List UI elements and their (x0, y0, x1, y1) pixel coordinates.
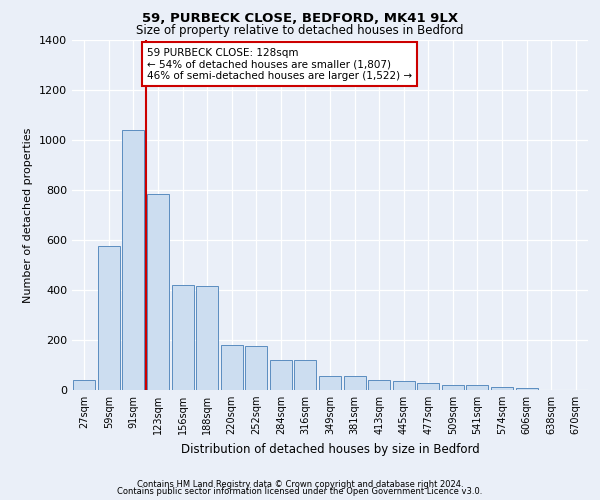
Bar (344, 376, 365, 390)
Bar (221, 345, 243, 390)
Bar (147, 194, 169, 390)
Bar (122, 130, 145, 390)
Bar (98, 246, 120, 390)
Bar (319, 376, 341, 390)
Text: Contains public sector information licensed under the Open Government Licence v3: Contains public sector information licen… (118, 488, 482, 496)
Text: 59, PURBECK CLOSE, BEDFORD, MK41 9LX: 59, PURBECK CLOSE, BEDFORD, MK41 9LX (142, 12, 458, 26)
Bar (270, 360, 292, 390)
Bar (245, 346, 268, 390)
Text: 59 PURBECK CLOSE: 128sqm
← 54% of detached houses are smaller (1,807)
46% of sem: 59 PURBECK CLOSE: 128sqm ← 54% of detach… (147, 48, 412, 80)
Bar (442, 385, 464, 390)
Bar (515, 388, 538, 390)
Text: Contains HM Land Registry data © Crown copyright and database right 2024.: Contains HM Land Registry data © Crown c… (137, 480, 463, 489)
Bar (172, 285, 194, 390)
Y-axis label: Number of detached properties: Number of detached properties (23, 128, 34, 302)
Bar (392, 380, 415, 390)
Bar (368, 380, 390, 390)
Bar (295, 360, 316, 390)
Bar (491, 387, 513, 390)
Bar (417, 382, 439, 390)
Bar (466, 385, 488, 390)
Text: Size of property relative to detached houses in Bedford: Size of property relative to detached ho… (136, 24, 464, 37)
Bar (196, 286, 218, 390)
X-axis label: Distribution of detached houses by size in Bedford: Distribution of detached houses by size … (181, 442, 479, 456)
Bar (73, 380, 95, 390)
